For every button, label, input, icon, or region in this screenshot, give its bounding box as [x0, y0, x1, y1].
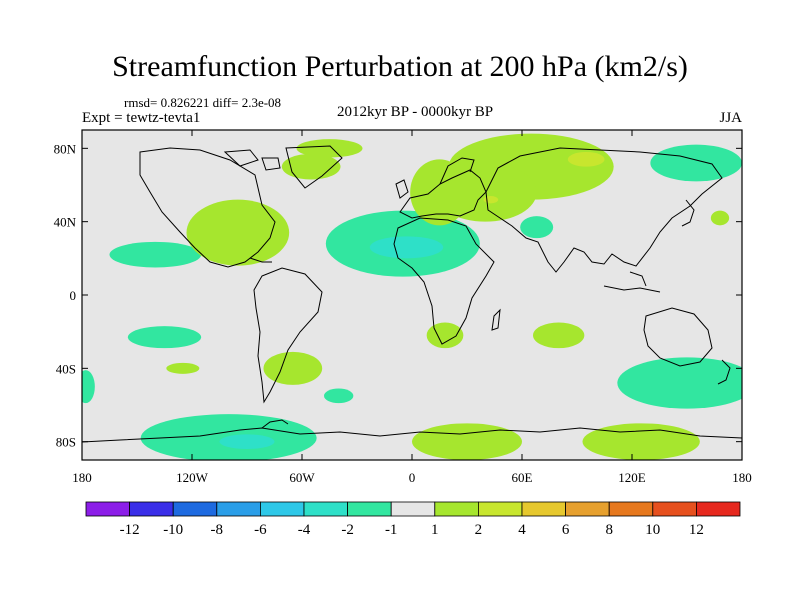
rmsd-label: rmsd= 0.826221 diff= 2.3e-08 [124, 95, 282, 110]
contour-region-pacific-subtropical [109, 241, 202, 268]
contour-region-north-atlantic-high [296, 139, 363, 158]
colorbar-swatch [390, 501, 436, 517]
contour-region-antarctic-core [219, 434, 275, 449]
y-axis: 80N 40N 0 40S 80S [54, 141, 742, 450]
x-tick-label: 0 [409, 470, 416, 485]
contour-region-siberia-core [567, 152, 605, 167]
x-tick-label: 180 [732, 470, 752, 485]
contour-region-north-pacific [650, 144, 742, 182]
contour-region-far-west-south [82, 370, 95, 404]
x-tick-label: 120W [176, 470, 209, 485]
coastlines [82, 145, 742, 443]
colorbar-swatch [85, 501, 130, 517]
colorbar-label: 4 [518, 522, 526, 538]
period-label: 2012kyr BP - 0000kyr BP [336, 104, 494, 120]
colorbar-label: -4 [298, 522, 311, 538]
x-tick-label: 60W [289, 470, 315, 485]
contour-region-atlantic-core [369, 236, 444, 259]
colorbar-label: 1 [431, 522, 439, 538]
x-tick-label: 60E [512, 470, 533, 485]
colorbar-label: 10 [645, 522, 660, 538]
colorbar: -12 -10 -8 -6 -4 -2 -1 1 2 4 6 8 10 12 [85, 501, 741, 538]
contour-region-south-america [263, 351, 323, 385]
colorbar-swatch [172, 501, 218, 517]
colorbar-label: 2 [475, 522, 483, 538]
contour-region-indian-ocean [533, 322, 585, 349]
colorbar-swatch [347, 501, 392, 517]
colorbar-swatch [303, 501, 348, 517]
x-tick-label: 120E [618, 470, 646, 485]
colorbar-swatch [259, 501, 305, 517]
colorbar-label: -10 [163, 522, 183, 538]
chart-title: Streamfunction Perturbation at 200 hPa (… [112, 50, 688, 83]
contour-region-north-america-east [186, 199, 290, 266]
colorbar-swatch [565, 501, 610, 517]
colorbar-label: 12 [689, 522, 704, 538]
colorbar-label: -8 [211, 522, 224, 538]
x-tick-label: 180 [72, 470, 92, 485]
colorbar-swatch [521, 501, 566, 517]
colorbar-swatch [477, 501, 523, 517]
y-tick-label: 80S [56, 435, 76, 450]
contour-regions [82, 133, 742, 460]
colorbar-swatch [696, 501, 741, 517]
colorbar-label: -6 [254, 522, 267, 538]
colorbar-swatch [608, 501, 654, 517]
contour-region-south-pacific-small [166, 362, 200, 374]
contour-region-west-pacific [710, 210, 730, 226]
colorbar-swatch [216, 501, 261, 517]
y-tick-label: 80N [54, 141, 77, 156]
contour-region-arabian-sea [520, 216, 554, 239]
map-background [82, 130, 742, 460]
contour-region-australia [617, 357, 742, 409]
contour-region-south-atlantic [426, 322, 464, 349]
experiment-label: Expt = tewtz-tevta1 [82, 110, 201, 126]
y-tick-label: 40S [56, 361, 76, 376]
contour-region-south-pacific-east [127, 326, 202, 349]
colorbar-label: -12 [120, 522, 140, 538]
y-tick-label: 0 [70, 288, 77, 303]
contour-region-antarctic-atlantic [412, 423, 522, 460]
contour-region-south-africa [324, 388, 354, 404]
season-label: JJA [719, 110, 742, 126]
y-tick-label: 40N [54, 215, 77, 230]
colorbar-swatch [434, 501, 479, 517]
colorbar-label: -2 [341, 522, 354, 538]
colorbar-label: -1 [385, 522, 398, 538]
colorbar-label: 6 [562, 522, 570, 538]
contour-region-antarctic-indian [582, 423, 700, 460]
x-axis: 180 120W 60W 0 60E 120E 180 [72, 130, 752, 485]
contour-region-middle-east-core [483, 196, 499, 204]
colorbar-label: 8 [605, 522, 613, 538]
colorbar-swatch [652, 501, 697, 517]
colorbar-swatch [129, 501, 174, 517]
